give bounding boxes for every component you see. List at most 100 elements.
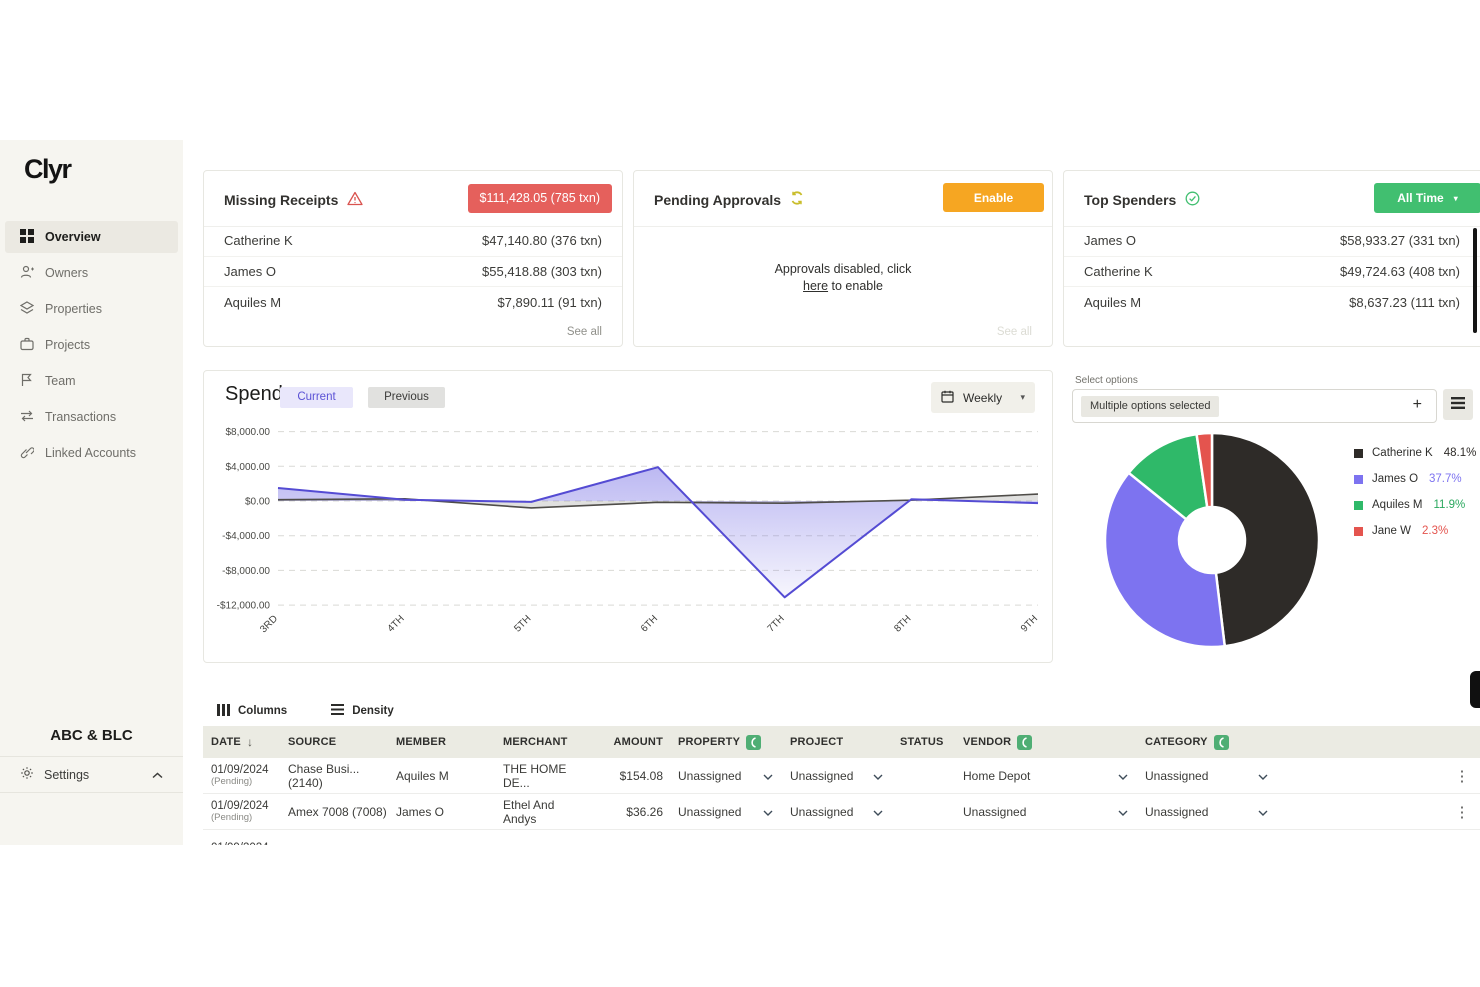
- vendor-select[interactable]: Home Depot: [956, 769, 1138, 783]
- sidebar-item-projects[interactable]: Projects: [5, 329, 178, 361]
- list-item[interactable]: James O $55,418.88 (303 txn): [204, 257, 622, 287]
- flag-icon: [20, 373, 34, 390]
- header-label: DATE: [211, 736, 241, 748]
- project-select[interactable]: Unassigned: [783, 769, 893, 783]
- date-value: 01/09/2024: [211, 763, 269, 776]
- header-source[interactable]: SOURCE: [288, 736, 396, 748]
- enable-here-link[interactable]: here: [803, 279, 829, 293]
- legend-item[interactable]: Jane W 2.3%: [1354, 523, 1476, 539]
- header-label: MEMBER: [396, 736, 447, 748]
- legend-item[interactable]: Catherine K 48.1%: [1354, 445, 1476, 461]
- check-circle-icon: [1185, 191, 1200, 209]
- row-menu-button[interactable]: ⋮: [1454, 767, 1470, 785]
- category-select[interactable]: Unassigned: [1138, 805, 1278, 819]
- category-select[interactable]: Unassigned: [1138, 769, 1278, 783]
- divider: [204, 226, 622, 227]
- date-value: 01/09/2024: [211, 842, 288, 846]
- pending-approvals-card: Pending Approvals Enable Approvals disab…: [633, 170, 1053, 347]
- table-row[interactable]: 01/09/2024 (Pending) Amex 7008 (7008) Ja…: [203, 794, 1480, 830]
- period-dropdown[interactable]: Weekly ▾: [931, 382, 1035, 413]
- sidebar-item-owners[interactable]: Owners: [5, 257, 178, 289]
- legend-swatch: [1354, 500, 1363, 510]
- chevron-down-icon: [763, 769, 773, 783]
- card-title-text: Pending Approvals: [654, 191, 782, 208]
- header-member[interactable]: MEMBER: [396, 736, 503, 748]
- table-header: DATE ↓ SOURCE MEMBER MERCHANT AMOUNT PRO…: [203, 726, 1480, 758]
- legend-label: Aquiles M: [1372, 499, 1423, 511]
- spend-donut-chart: [1103, 431, 1321, 649]
- header-status[interactable]: STATUS: [893, 736, 956, 748]
- calendar-icon: [941, 390, 954, 406]
- list-item[interactable]: Catherine K $49,724.63 (408 txn): [1064, 257, 1480, 287]
- header-category[interactable]: CATEGORY: [1138, 734, 1278, 750]
- missing-receipts-list: Catherine K $47,140.80 (376 txn) James O…: [204, 226, 622, 318]
- sidebar-item-team[interactable]: Team: [5, 365, 178, 397]
- member-amount: $7,890.11 (91 txn): [497, 294, 602, 310]
- header-merchant[interactable]: MERCHANT: [503, 736, 585, 748]
- property-select[interactable]: Unassigned: [671, 769, 783, 783]
- chart-menu-button[interactable]: [1443, 389, 1473, 420]
- selected-options-chip[interactable]: Multiple options selected: [1081, 396, 1220, 417]
- clyr-logo: Clyr: [24, 154, 72, 184]
- sidebar-item-properties[interactable]: Properties: [5, 293, 178, 325]
- svg-text:3RD: 3RD: [258, 613, 280, 635]
- sidebar-item-transactions[interactable]: Transactions: [5, 401, 178, 433]
- missing-receipts-title: Missing Receipts: [224, 191, 364, 209]
- see-all-link[interactable]: See all: [566, 326, 602, 338]
- sidebar-item-linked-accounts[interactable]: Linked Accounts: [5, 437, 178, 469]
- list-item[interactable]: Aquiles M $8,637.23 (111 txn): [1064, 287, 1480, 318]
- legend-item[interactable]: James O 37.7%: [1354, 471, 1476, 487]
- header-label: MERCHANT: [503, 736, 568, 748]
- legend-swatch: [1354, 474, 1363, 484]
- link-icon: [20, 445, 35, 462]
- table-row[interactable]: 01/09/2024: [203, 830, 1480, 846]
- svg-text:5TH: 5TH: [512, 613, 533, 634]
- property-select[interactable]: Unassigned: [671, 805, 783, 819]
- legend-label: Catherine K: [1372, 447, 1433, 459]
- legend-item[interactable]: Aquiles M 11.9%: [1354, 497, 1476, 513]
- date-cell: 01/09/2024: [211, 842, 288, 846]
- missing-receipts-total-badge[interactable]: $111,428.05 (785 txn): [467, 184, 612, 213]
- header-amount[interactable]: AMOUNT: [585, 736, 671, 748]
- layers-icon: [19, 300, 35, 318]
- density-icon: [1451, 397, 1465, 412]
- member-amount: $55,418.88 (303 txn): [482, 263, 602, 279]
- spend-title: Spend: [225, 383, 283, 405]
- legend-pct: 11.9%: [1433, 499, 1466, 511]
- list-item[interactable]: James O $58,933.27 (331 txn): [1064, 226, 1480, 257]
- header-date[interactable]: DATE ↓: [211, 735, 288, 749]
- density-button[interactable]: Density: [331, 704, 394, 718]
- toggle-previous[interactable]: Previous: [368, 387, 445, 408]
- card-scrollbar[interactable]: [1473, 228, 1477, 333]
- header-vendor[interactable]: VENDOR: [956, 734, 1138, 750]
- see-all-link[interactable]: See all: [996, 326, 1032, 338]
- time-filter-dropdown[interactable]: All Time ▾: [1374, 183, 1480, 213]
- plus-icon[interactable]: +: [1412, 396, 1422, 413]
- sidebar-item-overview[interactable]: Overview: [5, 221, 178, 253]
- enable-button[interactable]: Enable: [943, 183, 1044, 212]
- table-row[interactable]: 01/09/2024 (Pending) Chase Busi... (2140…: [203, 758, 1480, 794]
- side-widget-tab[interactable]: [1470, 671, 1480, 708]
- header-label: VENDOR: [963, 736, 1012, 748]
- member-multiselect[interactable]: Multiple options selected +: [1072, 389, 1437, 423]
- sidebar-item-label: Linked Accounts: [45, 446, 137, 460]
- header-project[interactable]: PROJECT: [783, 736, 893, 748]
- vendor-select[interactable]: Unassigned: [956, 805, 1138, 819]
- list-item[interactable]: Catherine K $47,140.80 (376 txn): [204, 226, 622, 257]
- columns-button[interactable]: Columns: [217, 703, 287, 719]
- svg-text:7TH: 7TH: [766, 613, 787, 634]
- header-label: CATEGORY: [1145, 736, 1208, 748]
- toggle-current[interactable]: Current: [280, 387, 353, 408]
- header-property[interactable]: PROPERTY: [671, 734, 783, 750]
- warning-triangle-icon: [347, 191, 364, 209]
- row-menu-button[interactable]: ⋮: [1454, 803, 1470, 821]
- grid-icon: [20, 228, 34, 246]
- svg-text:4TH: 4TH: [386, 613, 407, 634]
- project-value: Unassigned: [790, 768, 854, 783]
- list-item[interactable]: Aquiles M $7,890.11 (91 txn): [204, 287, 622, 318]
- sidebar: Clyr Overview Owners Properties Projects…: [0, 140, 183, 845]
- chevron-down-icon: [1118, 769, 1128, 783]
- settings-button[interactable]: Settings: [0, 756, 183, 793]
- project-select[interactable]: Unassigned: [783, 805, 893, 819]
- date-value: 01/09/2024: [211, 799, 269, 812]
